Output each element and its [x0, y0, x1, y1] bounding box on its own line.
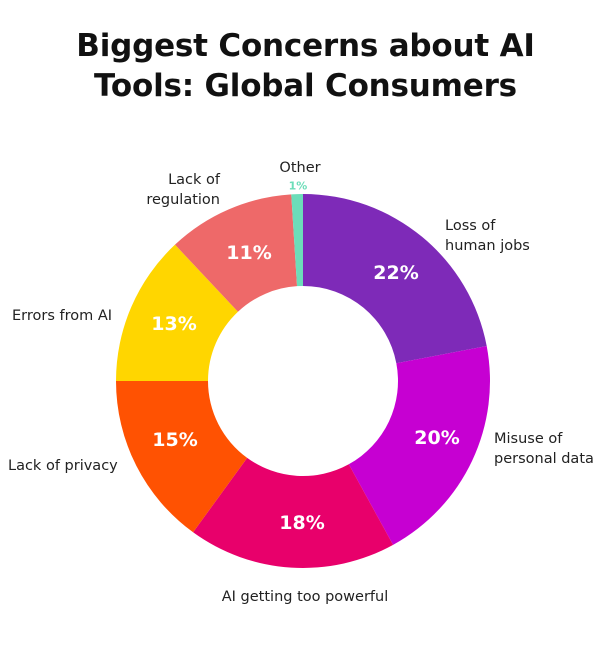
title-line-1: Biggest Concerns about AI [76, 28, 535, 64]
slice-loss-of-human-jobs [303, 194, 487, 364]
chart-title: Biggest Concerns about AI Tools: Global … [0, 26, 611, 106]
value-label-errors-from-ai: 13% [151, 313, 197, 335]
label-ai-getting-too-powerful: AI getting too powerful [180, 587, 430, 607]
label-line: Other [279, 160, 321, 176]
label-line: human jobs [445, 238, 530, 254]
slice-other [291, 194, 303, 287]
label-line: Lack of privacy [8, 458, 118, 474]
slice-lack-of-regulation [174, 194, 298, 312]
slice-misuse-of-personal-data [348, 345, 490, 545]
label-lack-of-privacy: Lack of privacy [8, 456, 118, 476]
value-label-lack-of-privacy: 15% [152, 429, 198, 451]
label-line: Errors from AI [12, 308, 113, 324]
value-label-ai-getting-too-powerful: 18% [279, 512, 325, 534]
label-line: Misuse of [494, 431, 563, 447]
value-label-lack-of-regulation: 11% [226, 242, 272, 264]
label-misuse-of-personal-data: Misuse of personal data [494, 429, 594, 469]
label-line: regulation [146, 192, 220, 208]
label-line: Lack of [168, 172, 220, 188]
label-lack-of-regulation: Lack of regulation [110, 170, 220, 210]
slice-lack-of-privacy [115, 381, 248, 533]
slice-errors-from-ai [116, 244, 238, 381]
value-label-loss-of-human-jobs: 22% [373, 262, 419, 284]
label-errors-from-ai: Errors from AI [12, 306, 112, 326]
label-line: AI getting too powerful [221, 589, 389, 605]
title-line-2: Tools: Global Consumers [94, 68, 517, 104]
value-label-misuse-of-personal-data: 20% [414, 427, 460, 449]
value-label-other: 1% [288, 179, 308, 193]
label-loss-of-human-jobs: Loss of human jobs [445, 216, 530, 256]
label-line: personal data [494, 451, 594, 467]
label-other: Other [270, 158, 330, 178]
slice-ai-getting-too-powerful [193, 457, 394, 568]
label-line: Loss of [445, 218, 496, 234]
